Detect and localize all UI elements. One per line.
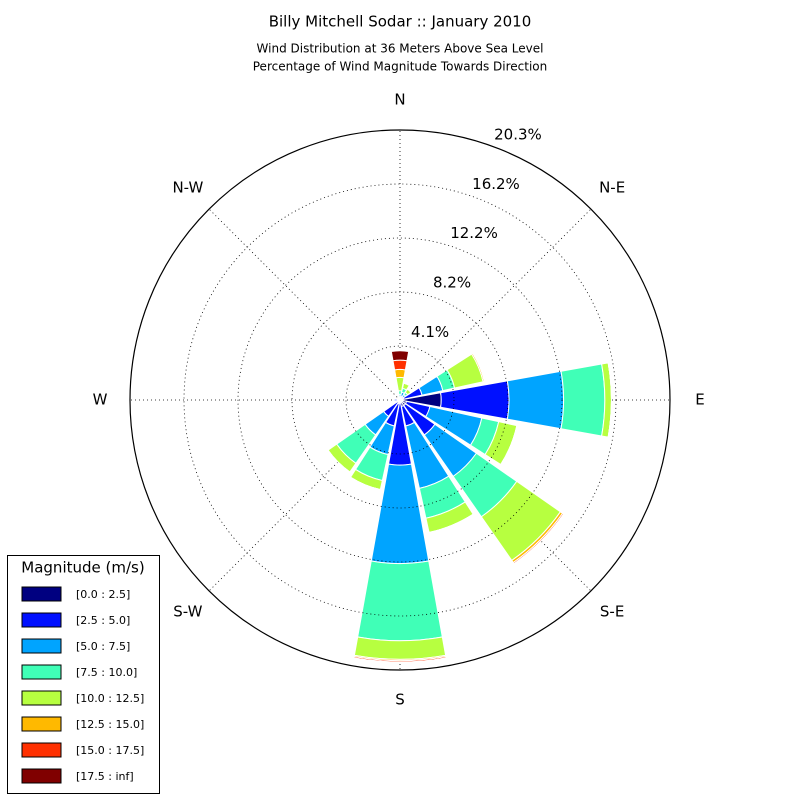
legend-label: [12.5 : 15.0]	[76, 718, 144, 731]
spoke	[399, 208, 592, 401]
wedge-segment	[390, 350, 410, 362]
legend-swatch	[21, 638, 62, 654]
legend-title: Magnitude (m/s)	[21, 559, 144, 577]
wedge-segment	[394, 368, 406, 379]
grid-ring	[291, 291, 509, 509]
r-tick-label: 12.2%	[450, 224, 498, 242]
r-tick-label: 4.1%	[411, 323, 449, 341]
wedge-segment	[353, 636, 447, 660]
wedge-segment	[560, 363, 606, 437]
direction-label: N-E	[599, 178, 625, 196]
direction-label: N-W	[172, 178, 203, 196]
direction-label: S-W	[173, 603, 202, 621]
direction-label: E	[695, 391, 704, 409]
r-tick-label: 8.2%	[433, 274, 471, 292]
direction-label: W	[93, 391, 108, 409]
legend-swatch	[21, 742, 62, 758]
legend-label: [7.5 : 10.0]	[76, 666, 137, 679]
grid-ring	[183, 183, 617, 617]
legend-swatch	[21, 690, 62, 706]
legend-label: [5.0 : 7.5]	[76, 640, 130, 653]
legend-label: [0.0 : 2.5]	[76, 588, 130, 601]
direction-label: S	[395, 691, 405, 709]
legend-label: [17.5 : inf]	[76, 770, 134, 783]
wedge-segment	[357, 560, 443, 642]
wedge-segment	[397, 395, 400, 398]
grid-ring	[237, 237, 563, 563]
legend-label: [15.0 : 17.5]	[76, 744, 144, 757]
wedge-segment	[513, 513, 565, 565]
direction-label: S-E	[600, 603, 624, 621]
wedge-segment	[392, 359, 408, 371]
legend-label: [2.5 : 5.0]	[76, 614, 130, 627]
wedge-segment	[500, 425, 518, 465]
r-tick-label: 20.3%	[494, 126, 542, 144]
chart-subtitle: Percentage of Wind Magnitude Towards Dir…	[253, 60, 547, 74]
grid-ring	[345, 345, 455, 455]
wedge-segment	[353, 657, 447, 663]
wedge-segment	[506, 370, 565, 430]
wedge-segment	[472, 353, 485, 382]
r-tick-label: 16.2%	[472, 175, 520, 193]
legend-swatch	[21, 612, 62, 628]
legend-swatch	[21, 768, 62, 784]
legend-swatch	[21, 716, 62, 732]
direction-label: N	[394, 91, 405, 109]
legend-swatch	[21, 586, 62, 602]
chart-subtitle: Wind Distribution at 36 Meters Above Sea…	[257, 42, 544, 56]
polar-frame	[129, 129, 671, 671]
spoke	[208, 208, 401, 401]
chart-title: Billy Mitchell Sodar :: January 2010	[269, 13, 532, 31]
legend-label: [10.0 : 12.5]	[76, 692, 144, 705]
legend-swatch	[21, 664, 62, 680]
